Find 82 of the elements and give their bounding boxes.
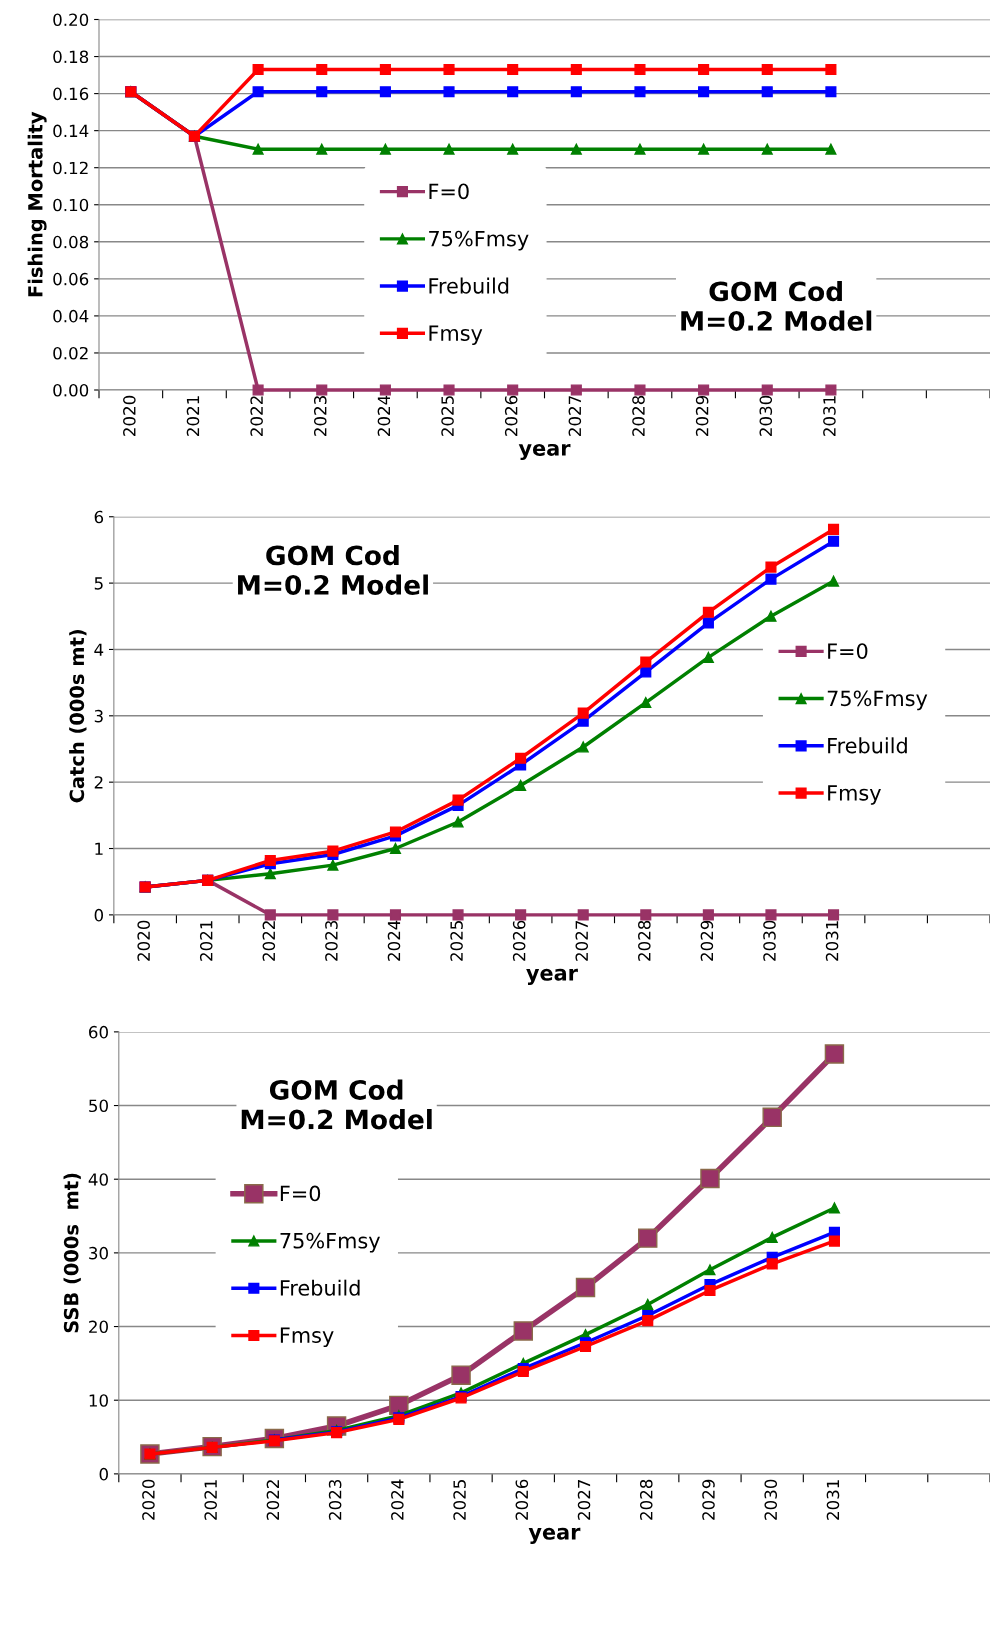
x-tick-label: 2030 [763,920,776,961]
x-tick-label: 2028 [639,1479,653,1520]
x-axis-title: year [518,443,571,461]
y-tick-label: 30 [89,1246,108,1260]
y-tick-label: 0.16 [53,87,89,101]
annotation: GOM Cod M=0.2 Model [681,280,872,331]
legend-label: F=0 [429,183,469,200]
y-tick-label: 0.00 [53,383,89,397]
x-tick-label: 2029 [700,920,714,961]
x-tick-label: 2026 [504,395,518,436]
x-tick-label: 2024 [387,920,401,961]
legend-label: Frebuild [280,1279,360,1296]
legend-label: F=0 [280,1185,321,1202]
x-tick-label: 2027 [577,1480,591,1520]
x-tick-label: 2026 [515,1479,529,1520]
annotation: GOM Cod M=0.2 Model [238,544,428,595]
legend-label: Fmsy [828,785,881,805]
x-tick-label: 2021 [186,396,200,436]
x-tick-label: 2027 [568,396,582,436]
y-tick-label: 0.06 [53,272,89,286]
y-tick-label: 60 [89,1025,108,1039]
x-tick-label: 2023 [325,920,338,961]
y-tick-label: 20 [89,1320,108,1334]
y-tick-label: 0.08 [53,235,89,249]
y-axis-title: Fishing Mortality [27,111,47,297]
y-tick-label: 3 [94,709,103,723]
x-tick-label: 2025 [441,396,454,436]
x-tick-label: 2024 [377,395,391,436]
y-axis-title: Catch (000s mt) [69,629,87,803]
legend-label: F=0 [828,643,868,659]
x-tick-label: 2030 [759,395,773,436]
x-tick-label: 2020 [123,395,136,436]
x-tick-label: 2023 [328,1479,342,1520]
x-tick-label: 2020 [142,1479,155,1520]
y-tick-label: 2 [94,776,103,789]
x-tick-label: 2027 [575,921,589,961]
legend-label: Frebuild [828,737,907,754]
x-tick-label: 2021 [204,1480,217,1520]
x-tick-label: 2026 [512,920,526,961]
x-tick-label: 2031 [823,396,836,436]
x-tick-label: 2021 [199,921,213,961]
legend-label: 75%Fmsy [429,230,529,251]
legend-label: 75%Fmsy [280,1232,380,1253]
y-axis-title: SSB (000s mt) [63,1173,81,1333]
y-tick-label: 40 [88,1173,108,1186]
legend-label: 75%Fmsy [827,690,928,711]
annotation: GOM Cod M=0.2 Model [241,1079,432,1130]
y-tick-label: 50 [89,1099,108,1113]
x-axis-title: year [526,968,578,985]
y-tick-label: 0.18 [53,50,89,64]
x-tick-label: 2031 [825,921,839,961]
x-tick-label: 2031 [826,1480,840,1520]
y-tick-label: 6 [94,510,104,524]
y-tick-label: 1 [95,842,103,855]
x-tick-label: 2022 [266,1480,280,1520]
x-tick-label: 2030 [764,1479,778,1520]
y-tick-label: 4 [94,643,104,656]
y-tick-label: 0 [99,1467,108,1481]
y-tick-label: 0.14 [53,124,89,138]
x-tick-label: 2028 [632,395,645,436]
x-tick-label: 2022 [262,921,276,961]
y-tick-label: 0.12 [53,161,88,175]
x-tick-label: 2028 [638,920,651,961]
x-tick-label: 2024 [391,1479,404,1520]
y-tick-label: 5 [94,577,103,590]
x-tick-label: 2023 [313,396,327,436]
y-tick-label: 0 [94,908,104,922]
legend-label: Fmsy [429,325,483,345]
legend-label: Frebuild [429,277,509,294]
legend-label: Fmsy [280,1327,334,1348]
y-tick-label: 0.10 [53,198,89,212]
x-tick-label: 2025 [450,921,463,961]
x-tick-label: 2029 [702,1479,715,1520]
x-tick-label: 2020 [137,920,150,961]
x-tick-label: 2022 [250,396,263,436]
x-axis-title: year [528,1527,581,1544]
y-tick-label: 0.02 [53,346,88,360]
y-tick-label: 0.04 [53,309,89,323]
x-tick-label: 2029 [695,395,709,436]
y-tick-label: 10 [89,1394,108,1407]
y-tick-label: 0.20 [53,13,89,27]
x-tick-label: 2025 [453,1480,466,1520]
